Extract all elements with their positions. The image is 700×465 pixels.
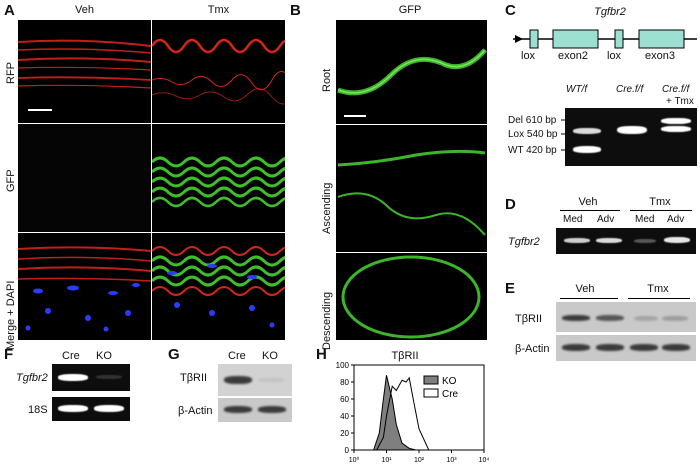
y-tick-label: 100 — [336, 362, 350, 370]
map-label-exon3: exon3 — [645, 50, 675, 62]
micrograph-gfp-tmx — [152, 124, 285, 232]
blot-e-row-actin: β-Actin — [515, 343, 550, 355]
blot-g-row-actin: β-Actin — [178, 405, 213, 417]
micrograph-ascending — [336, 125, 487, 252]
gel-panel-d — [556, 228, 696, 254]
blot-g-row-tbrii: TβRII — [180, 372, 208, 384]
band-label-lox: Lox 540 bp — [508, 129, 558, 140]
panel-d-group-line-veh — [560, 210, 620, 211]
chart-title: TβRII — [391, 350, 419, 362]
series-ko-area — [372, 375, 417, 451]
panel-b-row-ascending: Ascending — [321, 182, 333, 234]
flow-histogram: 0 20 40 60 80 100 10⁰ 10¹ 10² 10³ 10⁴ KO Cre — [336, 362, 490, 464]
y-tick-label: 60 — [340, 395, 349, 404]
blot-panel-e-actin — [556, 335, 696, 361]
blot-panel-g-actin — [218, 398, 292, 422]
panel-a-col-veh: Veh — [75, 4, 94, 16]
gel-c-lane-cre: Cre.f/f — [616, 84, 644, 95]
gel-panel-f-18s — [52, 397, 130, 421]
gene-map — [513, 29, 697, 49]
micrograph-gfp-veh — [18, 124, 151, 232]
map-label-lox2: lox — [607, 50, 622, 62]
panel-d-group-tmx: Tmx — [649, 196, 671, 208]
panel-d-group-line-tmx — [630, 210, 692, 211]
gel-d-lane-1: Med — [563, 214, 583, 225]
gel-f-lane-ko: KO — [96, 350, 112, 362]
panel-d-group-veh: Veh — [578, 196, 598, 208]
y-tick-label: 40 — [340, 412, 349, 421]
plot-frame — [353, 364, 485, 451]
panel-b-row-descending: Descending — [321, 291, 333, 350]
panel-a-label: A — [4, 2, 15, 19]
panel-a-row-merge: Merge + DAPI — [5, 280, 17, 350]
series-cre-line — [376, 376, 430, 451]
panel-f-label: F — [4, 346, 14, 363]
micrograph-rfp-tmx — [152, 20, 285, 123]
x-tick-label: 10⁰ — [349, 456, 360, 464]
band-label-wt: WT 420 bp — [508, 145, 557, 156]
blot-g-lane-cre: Cre — [228, 350, 246, 362]
legend-cre-swatch — [423, 388, 439, 398]
y-tick-label: 0 — [345, 446, 350, 455]
map-label-lox1: lox — [521, 50, 536, 62]
gel-f-lane-cre: Cre — [62, 350, 80, 362]
panel-e-label: E — [505, 280, 516, 297]
gel-c-lane-cre-tmx: Cre.f/f — [662, 84, 690, 95]
y-tick-label: 80 — [340, 378, 349, 387]
gel-f-row-18s: 18S — [28, 404, 48, 416]
x-tick-label: 10² — [414, 457, 425, 464]
blot-panel-g-tbrii — [218, 364, 292, 396]
gel-d-lane-3: Med — [635, 214, 655, 225]
panel-h-label: H — [316, 346, 327, 363]
panel-a-row-gfp: GFP — [5, 169, 17, 192]
gel-d-lane-2: Adv — [597, 214, 615, 225]
gel-f-row-tgfbr2: Tgfbr2 — [16, 372, 48, 384]
panel-e-group-tmx: Tmx — [647, 283, 669, 295]
legend-ko-swatch — [423, 375, 439, 385]
gel-c-lane-wt: WT/f — [566, 84, 588, 95]
panel-d-label: D — [505, 196, 516, 213]
blot-g-lane-ko: KO — [262, 350, 278, 362]
gel-panel-c — [565, 108, 697, 166]
band-label-del: Del 610 bp — [508, 115, 557, 126]
panel-a-col-tmx: Tmx — [207, 4, 230, 16]
panel-c-label: C — [505, 2, 516, 19]
gel-c-lane-tmx: + Tmx — [666, 96, 694, 107]
legend-ko-label: KO — [442, 376, 457, 387]
y-tick-label: 20 — [340, 429, 349, 438]
x-tick-label: 10⁴ — [479, 457, 490, 464]
legend-cre-label: Cre — [442, 389, 459, 400]
micrograph-root — [336, 20, 487, 124]
blot-panel-e-tbrii — [556, 302, 696, 332]
panel-b-label: B — [290, 2, 301, 19]
panel-c-gene-title: Tgfbr2 — [594, 6, 626, 18]
panel-e-group-veh: Veh — [575, 283, 595, 295]
panel-b-title: GFP — [398, 4, 422, 16]
panel-e-group-line-tmx — [628, 298, 690, 299]
gel-d-lane-4: Adv — [667, 214, 685, 225]
x-tick-label: 10³ — [446, 457, 457, 464]
panel-e-group-line-veh — [560, 298, 618, 299]
panel-a-row-rfp: RFP — [5, 62, 17, 84]
gel-panel-f-tgfbr2 — [52, 364, 130, 391]
micrograph-merge-veh — [18, 233, 151, 340]
blot-e-row-tbrii: TβRII — [515, 313, 543, 325]
micrograph-descending — [336, 253, 487, 340]
micrograph-rfp-veh — [18, 20, 151, 123]
micrograph-merge-tmx — [152, 233, 285, 340]
panel-g-label: G — [168, 346, 180, 363]
map-label-exon2: exon2 — [558, 50, 588, 62]
x-tick-label: 10¹ — [381, 457, 392, 464]
gel-d-row-label: Tgfbr2 — [508, 236, 540, 248]
panel-b-row-root: Root — [321, 68, 333, 92]
